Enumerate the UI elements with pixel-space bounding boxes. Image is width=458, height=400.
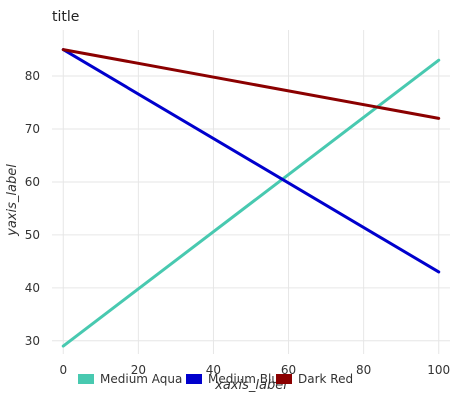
legend-swatch-medium-blue — [186, 374, 202, 384]
series-line-medium-blue — [61, 48, 441, 274]
legend: Medium Aqua Medium Blue Dark Red — [78, 372, 353, 386]
legend-swatch-dark-red — [276, 374, 292, 384]
series-lines — [61, 48, 441, 348]
x-tick-label: 80 — [356, 363, 371, 377]
x-tick-label: 60 — [281, 363, 296, 377]
y-axis-label: yaxis_label — [5, 164, 20, 237]
x-tick-label: 100 — [427, 363, 450, 377]
series-line-medium-aqua — [61, 58, 441, 348]
y-tick-label: 80 — [25, 69, 40, 83]
y-tick-label: 50 — [25, 228, 40, 242]
legend-label-medium-blue: Medium Blue — [208, 372, 286, 386]
x-tick-label: 40 — [206, 363, 221, 377]
series-line-dark-red — [61, 48, 441, 120]
chart-title: title — [52, 9, 79, 25]
y-tick-label: 70 — [25, 122, 40, 136]
grid-lines — [52, 30, 450, 354]
legend-swatch-medium-aqua — [78, 374, 94, 384]
legend-label-dark-red: Dark Red — [298, 372, 353, 386]
y-tick-label: 60 — [25, 175, 40, 189]
y-tick-label: 30 — [25, 334, 40, 348]
tick-labels: 0 20 40 60 80 100 30 40 50 60 70 80 — [25, 69, 450, 377]
legend-label-medium-aqua: Medium Aqua — [100, 372, 182, 386]
x-axis-label: xaxis_label — [214, 378, 287, 393]
y-tick-label: 40 — [25, 281, 40, 295]
x-tick-label: 20 — [131, 363, 146, 377]
x-tick-label: 0 — [59, 363, 67, 377]
